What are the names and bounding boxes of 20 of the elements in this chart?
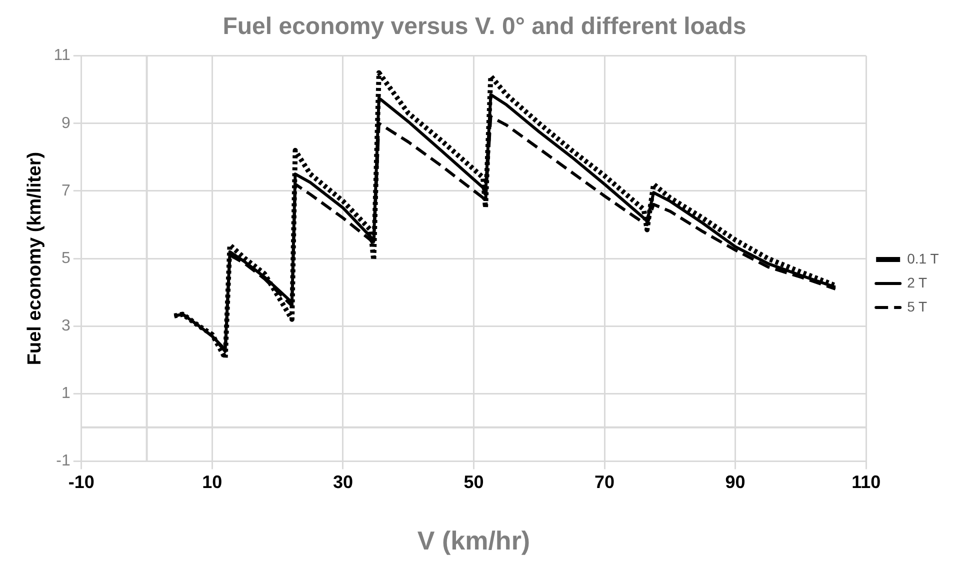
x-tick-label: 90 xyxy=(725,472,746,492)
y-tick-label: 11 xyxy=(54,47,71,64)
y-tick-label: -1 xyxy=(56,452,71,470)
x-tick-label: 110 xyxy=(852,472,881,492)
legend-label: 0.1 T xyxy=(907,250,940,266)
legend-label: 2 T xyxy=(907,274,928,290)
chart-title: Fuel economy versus V. 0° and different loads xyxy=(222,13,746,40)
y-tick-label: 1 xyxy=(62,385,71,402)
legend-label: 5 T xyxy=(907,298,928,314)
x-tick-label: 50 xyxy=(464,472,484,492)
x-tick-label: 70 xyxy=(594,472,615,492)
y-tick-label: 3 xyxy=(62,317,71,334)
x-tick-label: 30 xyxy=(332,472,353,492)
x-tick-label: -10 xyxy=(68,472,94,492)
x-tick-label: 10 xyxy=(202,472,222,492)
y-tick-label: 9 xyxy=(62,114,71,132)
x-axis-title: V (km/hr) xyxy=(417,526,530,556)
y-tick-label: 7 xyxy=(62,182,71,200)
y-tick-label: 5 xyxy=(62,250,71,267)
y-axis-title: Fuel economy (km/liter) xyxy=(24,152,46,366)
